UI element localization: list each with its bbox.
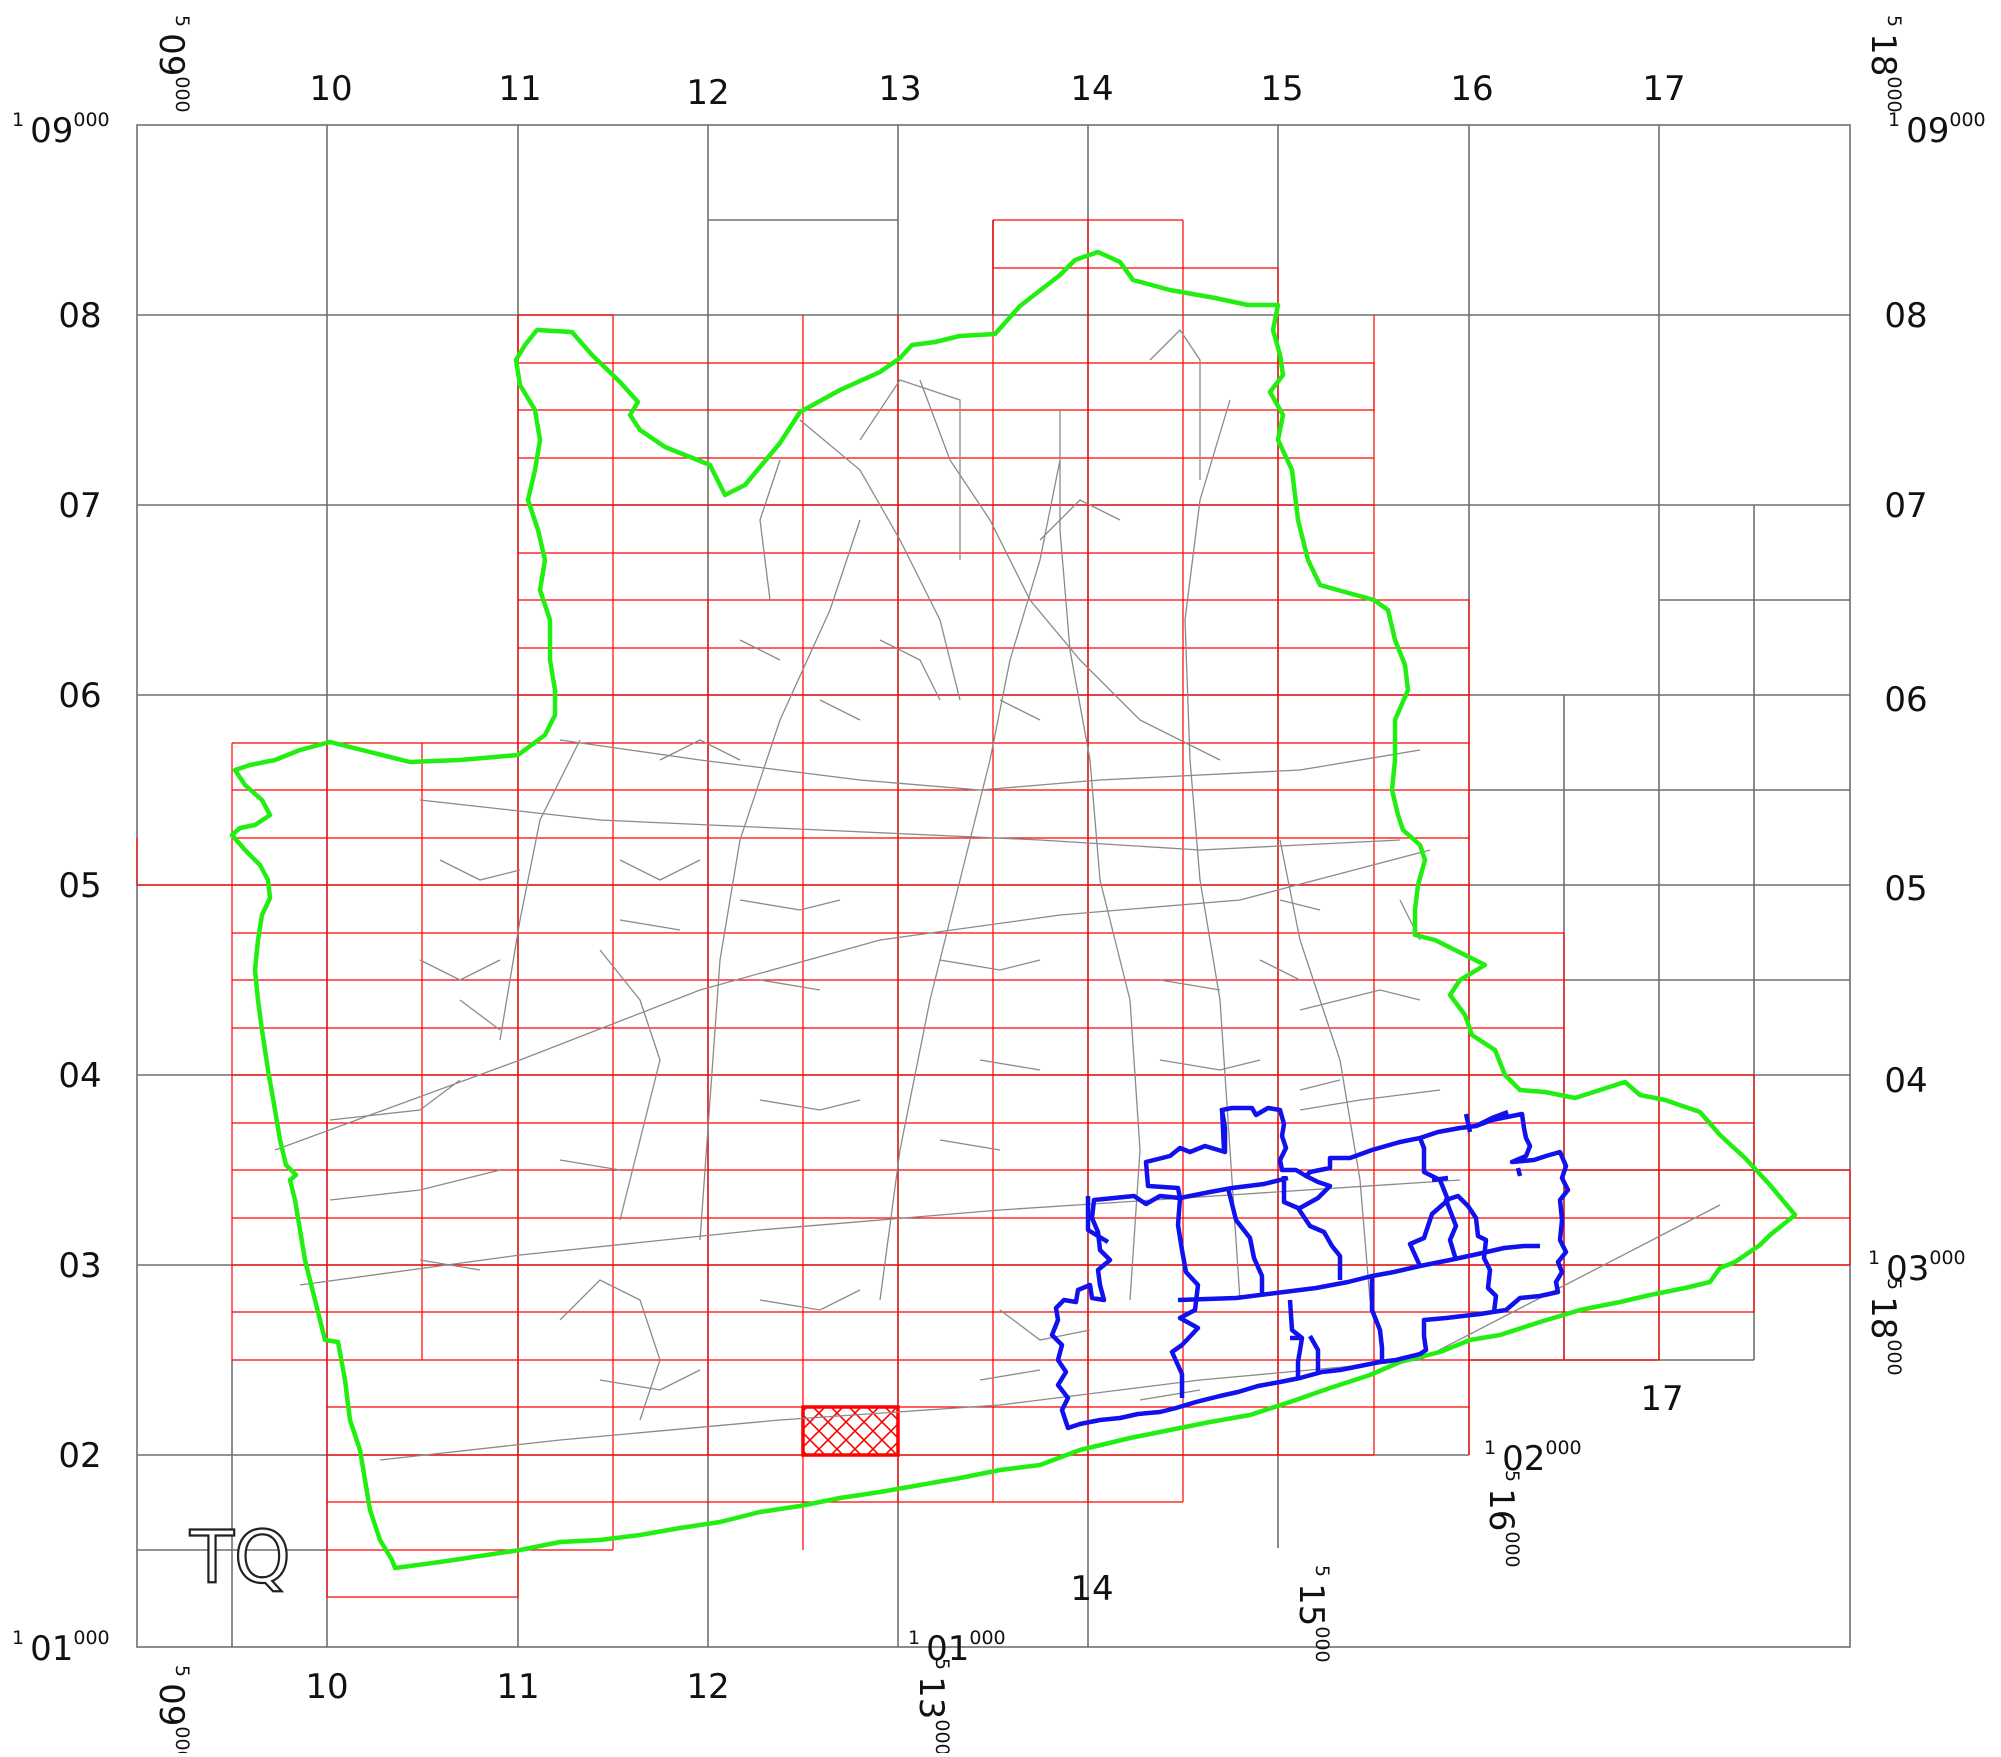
inner-col-label-17: 17 bbox=[1640, 1379, 1683, 1419]
left-row-label-05: 05 bbox=[58, 866, 101, 906]
top-col-label-10: 10 bbox=[309, 69, 352, 109]
coord-easting-16: 516000 bbox=[1481, 1470, 1523, 1568]
coord-bottom-left-easting: 509000 bbox=[151, 1665, 193, 1757]
top-col-label-15: 15 bbox=[1260, 69, 1303, 109]
left-row-label-04: 04 bbox=[58, 1056, 101, 1096]
left-row-label-06: 06 bbox=[58, 676, 101, 716]
sheet-grid-verticals bbox=[136, 219, 1851, 1597]
roads-main bbox=[274, 328, 1721, 1461]
hatched-sheet-rect bbox=[801, 1405, 900, 1457]
full-coordinate-labels: 1 09000 1 09000 1 01000 1 01000 1 02000 1 0300… bbox=[12, 15, 1986, 1757]
grid-square-id: TQ bbox=[189, 1515, 291, 1599]
bottom-col-label-12: 12 bbox=[686, 1667, 729, 1707]
right-row-label-04: 04 bbox=[1884, 1061, 1927, 1101]
coord-easting-13: 513000 bbox=[911, 1658, 953, 1756]
top-col-label-11: 11 bbox=[498, 69, 541, 109]
district-boundary bbox=[229, 249, 1798, 1571]
highlighted-zones bbox=[1049, 1105, 1571, 1431]
svg-text:509000: 509000 bbox=[151, 1665, 193, 1753]
svg-text:516000: 516000 bbox=[1481, 1470, 1523, 1568]
svg-text:518000: 518000 bbox=[1863, 15, 1905, 113]
grid-frame bbox=[136, 124, 1851, 1648]
svg-text:518000: 518000 bbox=[1863, 1278, 1905, 1376]
coord-right-easting-18: 518000 bbox=[1863, 1278, 1905, 1376]
left-row-label-08: 08 bbox=[58, 296, 101, 336]
coord-bottom-left-northing: 1 01000 bbox=[12, 1627, 110, 1669]
right-row-label-05: 05 bbox=[1884, 869, 1927, 909]
top-column-labels: 10 11 12 13 14 15 16 17 bbox=[309, 69, 1685, 113]
bottom-col-label-10: 10 bbox=[305, 1667, 348, 1707]
coord-easting-15: 515000 bbox=[1291, 1565, 1333, 1663]
left-row-label-07: 07 bbox=[58, 486, 101, 526]
coord-top-left-easting: 509000 bbox=[151, 15, 193, 113]
coord-top-right-northing: 1 09000 bbox=[1888, 109, 1986, 151]
coord-mid-northing-01: 1 01000 bbox=[908, 1627, 1006, 1669]
coord-right-northing-02: 1 02000 bbox=[1484, 1437, 1582, 1479]
road-network bbox=[274, 328, 1721, 1461]
top-col-label-14: 14 bbox=[1070, 69, 1113, 109]
coord-top-right-easting: 518000 bbox=[1863, 15, 1905, 113]
bottom-column-labels: 10 11 12 14 17 bbox=[305, 1379, 1683, 1707]
roads-minor bbox=[419, 639, 1421, 1401]
right-row-label-07: 07 bbox=[1884, 486, 1927, 526]
left-row-label-03: 03 bbox=[58, 1246, 101, 1286]
top-col-label-17: 17 bbox=[1642, 69, 1685, 109]
svg-text:513000: 513000 bbox=[911, 1658, 953, 1753]
bottom-col-label-11: 11 bbox=[496, 1667, 539, 1707]
top-col-label-16: 16 bbox=[1450, 69, 1493, 109]
zone-outline bbox=[1049, 1105, 1571, 1431]
svg-text:515000: 515000 bbox=[1291, 1565, 1333, 1663]
coord-right-northing-03: 1 03000 bbox=[1868, 1247, 1966, 1289]
zone-internal-lines bbox=[1085, 1107, 1540, 1398]
highlighted-sheet bbox=[801, 1405, 900, 1457]
left-row-label-02: 02 bbox=[58, 1436, 101, 1476]
right-row-label-08: 08 bbox=[1884, 296, 1927, 336]
top-col-label-13: 13 bbox=[878, 69, 921, 109]
svg-text:509000: 509000 bbox=[151, 15, 193, 113]
sheet-grid-horizontals bbox=[137, 220, 1850, 1598]
row-labels: 08 07 06 05 04 03 02 08 07 06 05 04 bbox=[58, 296, 1927, 1476]
coord-top-left-northing: 1 09000 bbox=[12, 109, 110, 151]
right-row-label-06: 06 bbox=[1884, 680, 1927, 720]
top-col-label-12: 12 bbox=[686, 73, 729, 113]
inner-col-label-14: 14 bbox=[1070, 1569, 1113, 1609]
sheet-grid bbox=[136, 219, 1851, 1598]
